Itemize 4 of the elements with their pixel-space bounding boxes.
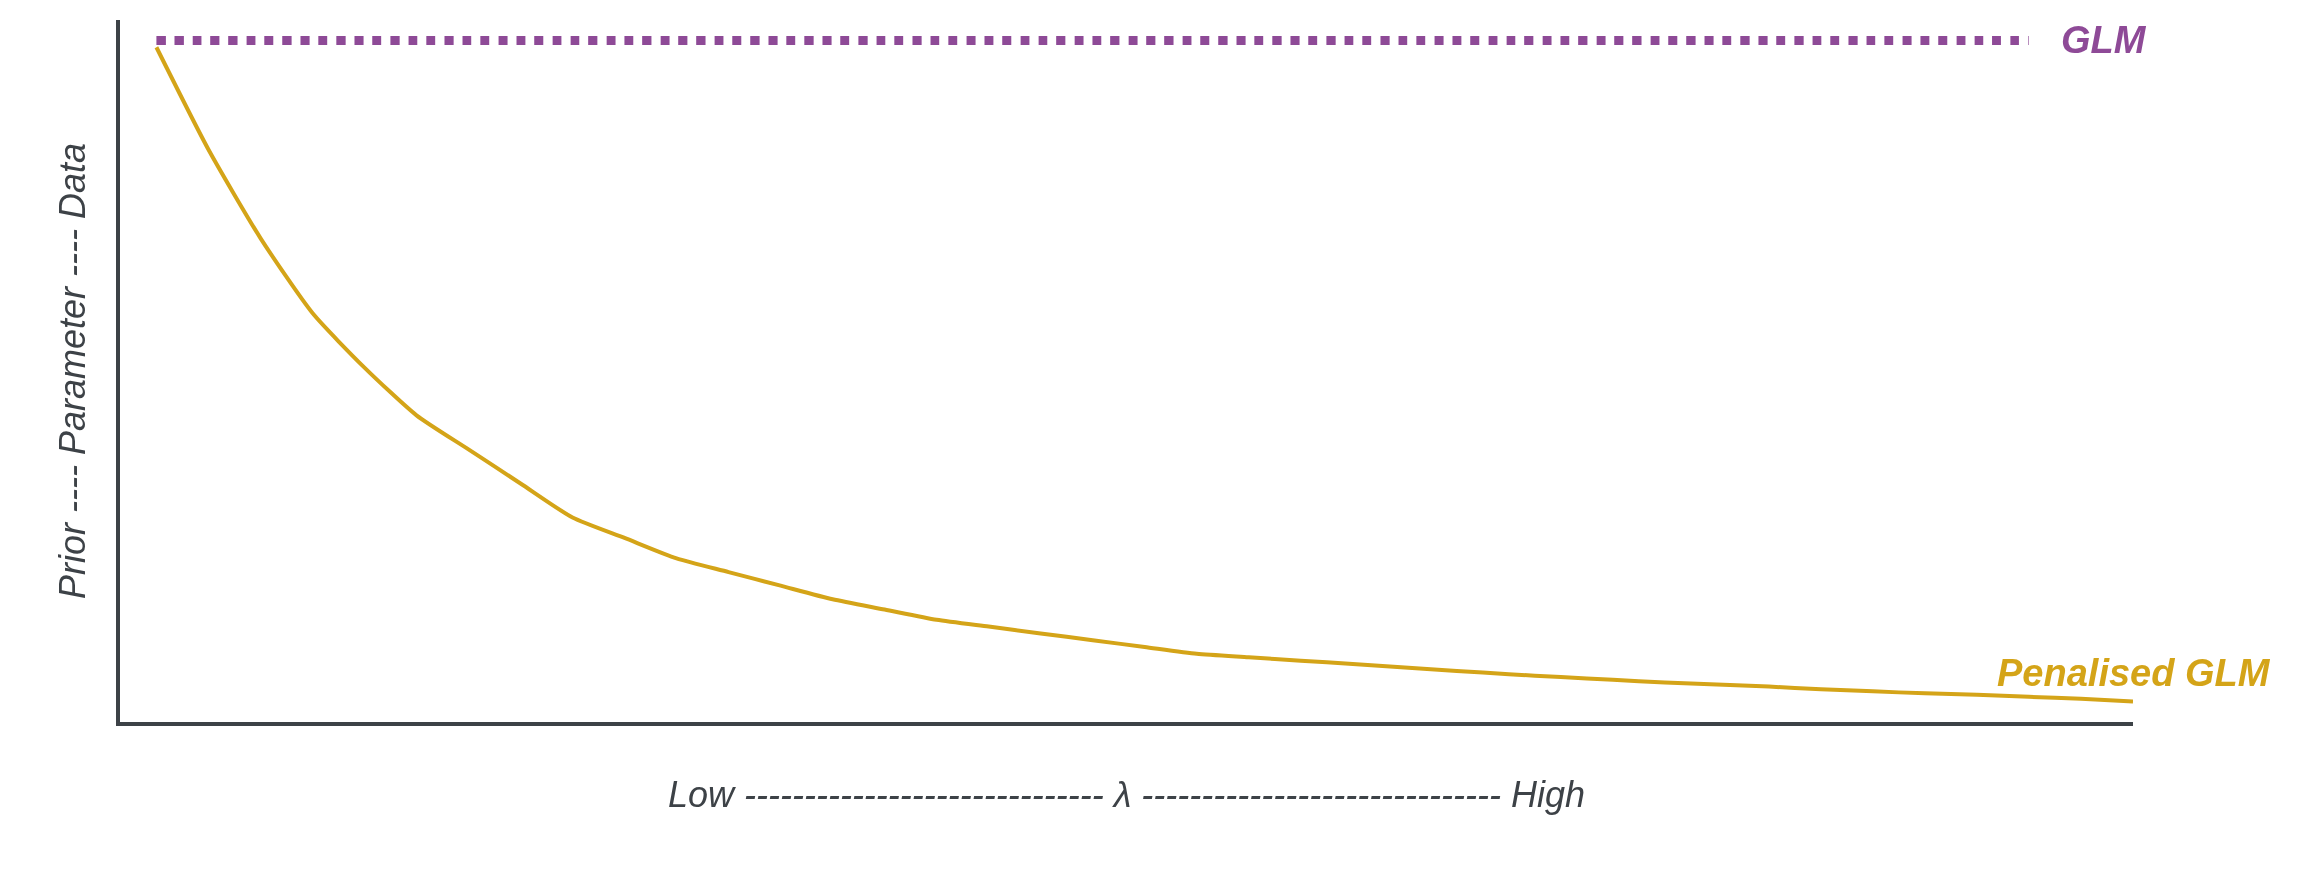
y-axis-title: Prior ---- Parameter ---- Data [52, 142, 94, 600]
series-label: GLM [2061, 19, 2147, 61]
series-label: Penalised GLM [1997, 652, 2271, 694]
x-axis-title: Low ------------------------------ λ ------------------------------ High [667, 773, 1586, 815]
